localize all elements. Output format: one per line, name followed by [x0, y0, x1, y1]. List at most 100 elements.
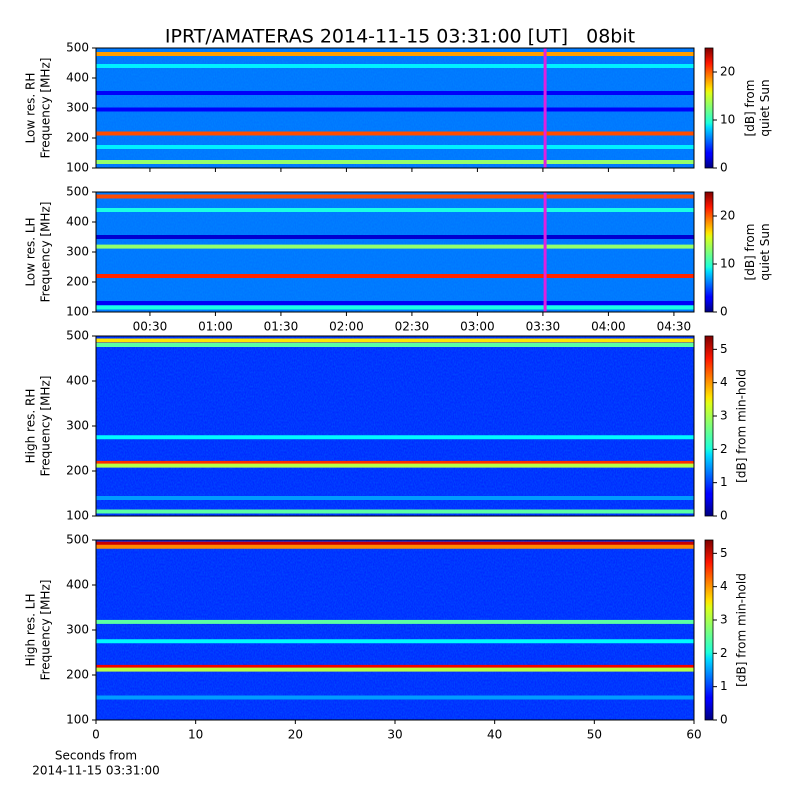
spectral-band	[96, 194, 694, 199]
y-tick-label: 300	[66, 245, 89, 259]
y-tick-label: 400	[66, 578, 89, 592]
y-tick-label: 400	[66, 374, 89, 388]
colorbar-tick-label: 2	[720, 442, 728, 456]
spectral-band	[96, 619, 694, 624]
colorbar-tick-label: 0	[720, 509, 728, 523]
spectral-band	[96, 235, 694, 239]
colorbar-tick-label: 0	[720, 305, 728, 319]
spectral-band	[96, 131, 694, 136]
colorbar	[704, 191, 714, 313]
spectral-band	[96, 343, 694, 347]
spectral-band	[96, 496, 694, 500]
texture	[96, 336, 694, 516]
y-tick-label: 400	[66, 71, 89, 85]
y-axis-label: High res. LH	[24, 593, 38, 666]
colorbar-tick-label: 1	[720, 475, 728, 489]
colorbar-tick-label: 10	[720, 113, 735, 127]
x-tick-label: 0	[92, 728, 100, 742]
spectral-band	[96, 91, 694, 95]
spectral-band	[96, 301, 694, 305]
y-tick-label: 200	[66, 464, 89, 478]
colorbar-tick-label: 10	[720, 257, 735, 271]
y-tick-label: 400	[66, 215, 89, 229]
y-axis-label: Frequency [MHz]	[39, 58, 53, 159]
texture	[96, 540, 694, 720]
x-tick-label: 40	[487, 728, 502, 742]
colorbar-tick-label: 0	[720, 713, 728, 727]
spectral-band	[96, 509, 694, 514]
spectral-band	[96, 160, 694, 164]
spectral-band	[96, 460, 694, 465]
y-tick-label: 200	[66, 131, 89, 145]
y-tick-label: 500	[66, 185, 89, 199]
y-axis-label: High res. RH	[24, 389, 38, 464]
y-tick-label: 200	[66, 275, 89, 289]
y-tick-label: 300	[66, 623, 89, 637]
spectral-band	[96, 305, 694, 310]
x-tick-label: 50	[587, 728, 602, 742]
spectral-band	[96, 544, 694, 549]
spectral-band	[96, 639, 694, 644]
spectral-band	[96, 664, 694, 669]
x-tick-label: 03:30	[526, 320, 561, 334]
colorbar-tick-label: 4	[720, 579, 728, 593]
x-tick-label: 02:00	[329, 320, 364, 334]
colorbar-tick-label: 1	[720, 679, 728, 693]
colorbar-label: [dB] from min-hold	[735, 573, 749, 687]
colorbar	[704, 539, 714, 721]
spectral-band	[96, 463, 694, 468]
y-axis-label: Low res. RH	[24, 73, 38, 144]
spectral-band	[96, 541, 694, 546]
y-tick-label: 100	[66, 713, 89, 727]
x-tick-label: 01:00	[198, 320, 233, 334]
y-tick-label: 500	[66, 41, 89, 55]
spectral-band	[96, 244, 694, 249]
colorbar-tick-label: 2	[720, 646, 728, 660]
colorbar-tick-label: 3	[720, 613, 728, 627]
y-tick-label: 500	[66, 329, 89, 343]
x-tick-label: 30	[387, 728, 402, 742]
x-tick-label: 03:00	[460, 320, 495, 334]
spectral-band	[96, 435, 694, 440]
colorbar-label: quiet Sun	[758, 223, 772, 280]
colorbar-label: [dB] from min-hold	[735, 369, 749, 483]
spectral-band	[96, 338, 694, 343]
colorbar-tick-label: 3	[720, 409, 728, 423]
spectral-band	[96, 208, 694, 212]
colorbar-tick-label: 20	[720, 209, 735, 223]
x-tick-label: 00:30	[133, 320, 168, 334]
x-tick-label: 02:30	[395, 320, 430, 334]
spectral-band	[96, 695, 694, 700]
spectral-band	[96, 667, 694, 672]
x-tick-label: 20	[288, 728, 303, 742]
x-axis-label: Seconds from	[55, 749, 137, 763]
y-tick-label: 100	[66, 509, 89, 523]
colorbar-tick-label: 0	[720, 161, 728, 175]
spectral-band	[96, 145, 694, 149]
spectral-band	[96, 107, 694, 112]
x-tick-label: 01:30	[264, 320, 299, 334]
colorbar-label: [dB] from	[743, 224, 757, 281]
spectral-band	[96, 64, 694, 68]
y-axis-label: Frequency [MHz]	[39, 580, 53, 681]
y-tick-label: 200	[66, 668, 89, 682]
chart-title: IPRT/AMATERAS 2014-11-15 03:31:00 [UT] 0…	[165, 26, 635, 48]
colorbar-tick-label: 4	[720, 375, 728, 389]
colorbar-tick-label: 5	[720, 546, 728, 560]
y-tick-label: 100	[66, 161, 89, 175]
x-tick-label: 60	[686, 728, 701, 742]
y-axis-label: Frequency [MHz]	[39, 202, 53, 303]
spectral-band	[96, 274, 694, 278]
colorbar	[704, 47, 714, 169]
x-tick-label: 04:00	[591, 320, 626, 334]
colorbar-tick-label: 20	[720, 65, 735, 79]
x-tick-label: 10	[188, 728, 203, 742]
colorbar-label: [dB] from	[743, 80, 757, 137]
y-axis-label: Frequency [MHz]	[39, 376, 53, 477]
y-tick-label: 300	[66, 419, 89, 433]
x-axis-label: 2014-11-15 03:31:00	[32, 764, 159, 778]
y-tick-label: 300	[66, 101, 89, 115]
colorbar-label: quiet Sun	[758, 79, 772, 136]
colorbar-tick-label: 5	[720, 342, 728, 356]
